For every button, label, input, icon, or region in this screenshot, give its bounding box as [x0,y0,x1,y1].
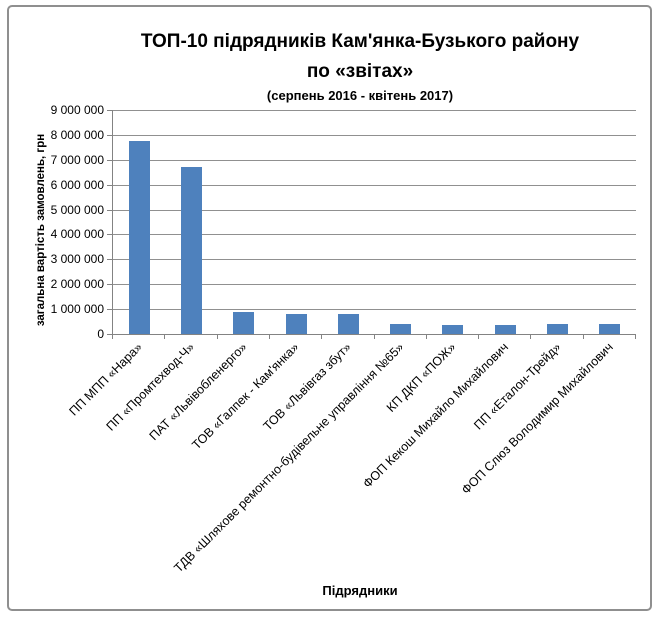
gridline [113,309,636,311]
y-tick-mark [107,184,112,186]
bar[interactable] [285,314,307,334]
bar[interactable] [599,324,621,334]
x-tick-mark [425,335,427,339]
y-tick-mark [107,309,112,311]
y-tick-label: 2 000 000 [50,277,104,292]
x-tick-mark [373,335,375,339]
x-tick-mark [164,335,166,339]
chart-title-line1: ТОП-10 підрядників Кам'янка-Бузького рай… [140,31,580,52]
x-tick-mark [268,335,270,339]
x-tick-mark [478,335,480,339]
x-tick-mark [216,335,218,339]
gridline [113,134,636,136]
gridline [113,159,636,161]
bar[interactable] [128,141,150,334]
y-tick-label: 4 000 000 [50,227,104,242]
x-tick-mark [635,335,636,339]
gridline [113,259,636,261]
y-tick-label: 6 000 000 [50,177,104,192]
y-tick-mark [107,334,112,335]
gridline [113,209,636,211]
y-tick-label: 9 000 000 [50,103,104,117]
gridline [113,284,636,286]
y-tick-mark [107,259,112,261]
y-tick-mark [107,284,112,286]
plot-area [112,110,636,335]
chart-border [7,5,652,611]
bar[interactable] [180,167,202,334]
x-tick-mark [321,335,323,339]
y-tick-label: 8 000 000 [50,127,104,142]
gridline [113,234,636,236]
x-axis-title: Підрядники [322,583,398,598]
bar[interactable] [547,324,569,334]
y-tick-label: 7 000 000 [50,152,104,167]
bar[interactable] [337,314,359,334]
y-tick-mark [107,234,112,236]
y-tick-mark [107,159,112,161]
bar[interactable] [233,311,255,334]
y-tick-mark [107,134,112,136]
gridline [113,184,636,186]
y-axis-tick-labels: 0 1 000 000 2 000 000 3 000 000 4 000 000 5 0… [0,104,104,341]
bar[interactable] [442,325,464,334]
y-tick-label: 0 [97,327,104,341]
y-tick-mark [107,110,112,111]
x-tick-mark [530,335,532,339]
x-tick-mark [112,335,113,339]
chart-title-line2: по «звітах» [306,61,414,82]
y-tick-label: 1 000 000 [50,302,104,317]
chart-subtitle: (серпень 2016 - квітень 2017) [266,88,454,103]
y-tick-label: 5 000 000 [50,202,104,217]
gridline [113,110,636,111]
bar[interactable] [390,323,412,334]
y-tick-label: 3 000 000 [50,252,104,267]
y-tick-mark [107,209,112,211]
bar[interactable] [494,324,516,334]
x-tick-mark [582,335,584,339]
